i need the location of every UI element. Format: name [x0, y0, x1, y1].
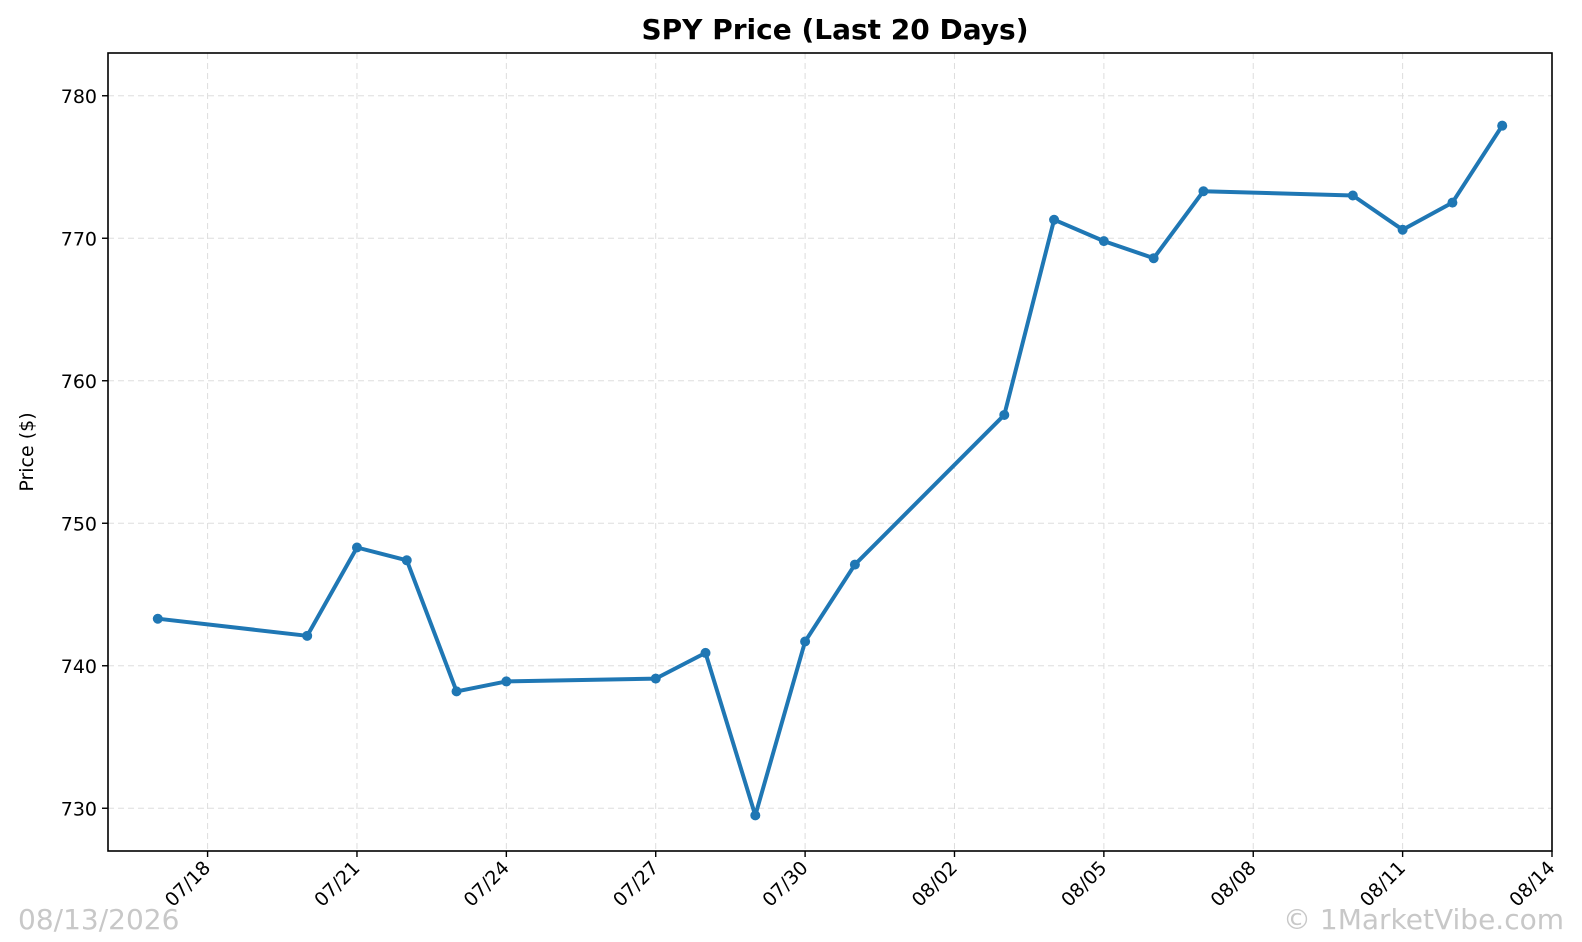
data-point	[1198, 186, 1209, 197]
data-point	[1098, 236, 1109, 247]
y-axis-label: Price ($)	[16, 412, 38, 491]
data-point	[999, 409, 1010, 420]
data-point	[800, 636, 811, 647]
data-point	[650, 673, 661, 684]
copyright-watermark: © 1MarketVibe.com	[1283, 903, 1564, 936]
grid	[108, 53, 1553, 851]
data-point	[152, 613, 163, 624]
price-series	[152, 120, 1508, 821]
y-tick-label: 770	[61, 228, 97, 250]
data-point	[1497, 120, 1508, 131]
x-tick-label: 08/05	[1057, 857, 1111, 911]
x-tick-label: 08/02	[908, 857, 962, 911]
data-point	[451, 686, 462, 697]
data-point	[401, 555, 412, 566]
y-tick-label: 760	[61, 371, 97, 393]
y-tick-label: 780	[61, 86, 97, 108]
data-point	[1397, 224, 1408, 235]
x-tick-label: 07/24	[460, 857, 514, 911]
x-tick-label: 08/08	[1206, 857, 1260, 911]
x-tick-label: 07/27	[609, 857, 663, 911]
x-tick-label: 07/30	[758, 857, 812, 911]
y-tick-label: 750	[61, 513, 97, 535]
y-tick-label: 740	[61, 656, 97, 678]
data-point	[501, 676, 512, 687]
y-tick-label: 730	[61, 798, 97, 820]
data-point	[302, 630, 313, 641]
series-line	[157, 124, 1504, 818]
chart-title: SPY Price (Last 20 Days)	[641, 13, 1028, 46]
data-point	[1447, 197, 1458, 208]
plot-area-frame	[107, 52, 1553, 852]
data-point	[1049, 214, 1060, 225]
data-point	[849, 559, 860, 570]
data-point	[1148, 253, 1159, 264]
data-point	[351, 542, 362, 553]
data-point	[1347, 190, 1358, 201]
x-tick-label: 07/21	[310, 857, 364, 911]
data-point	[700, 647, 711, 658]
data-point	[750, 810, 761, 821]
date-watermark: 08/13/2026	[18, 903, 180, 936]
